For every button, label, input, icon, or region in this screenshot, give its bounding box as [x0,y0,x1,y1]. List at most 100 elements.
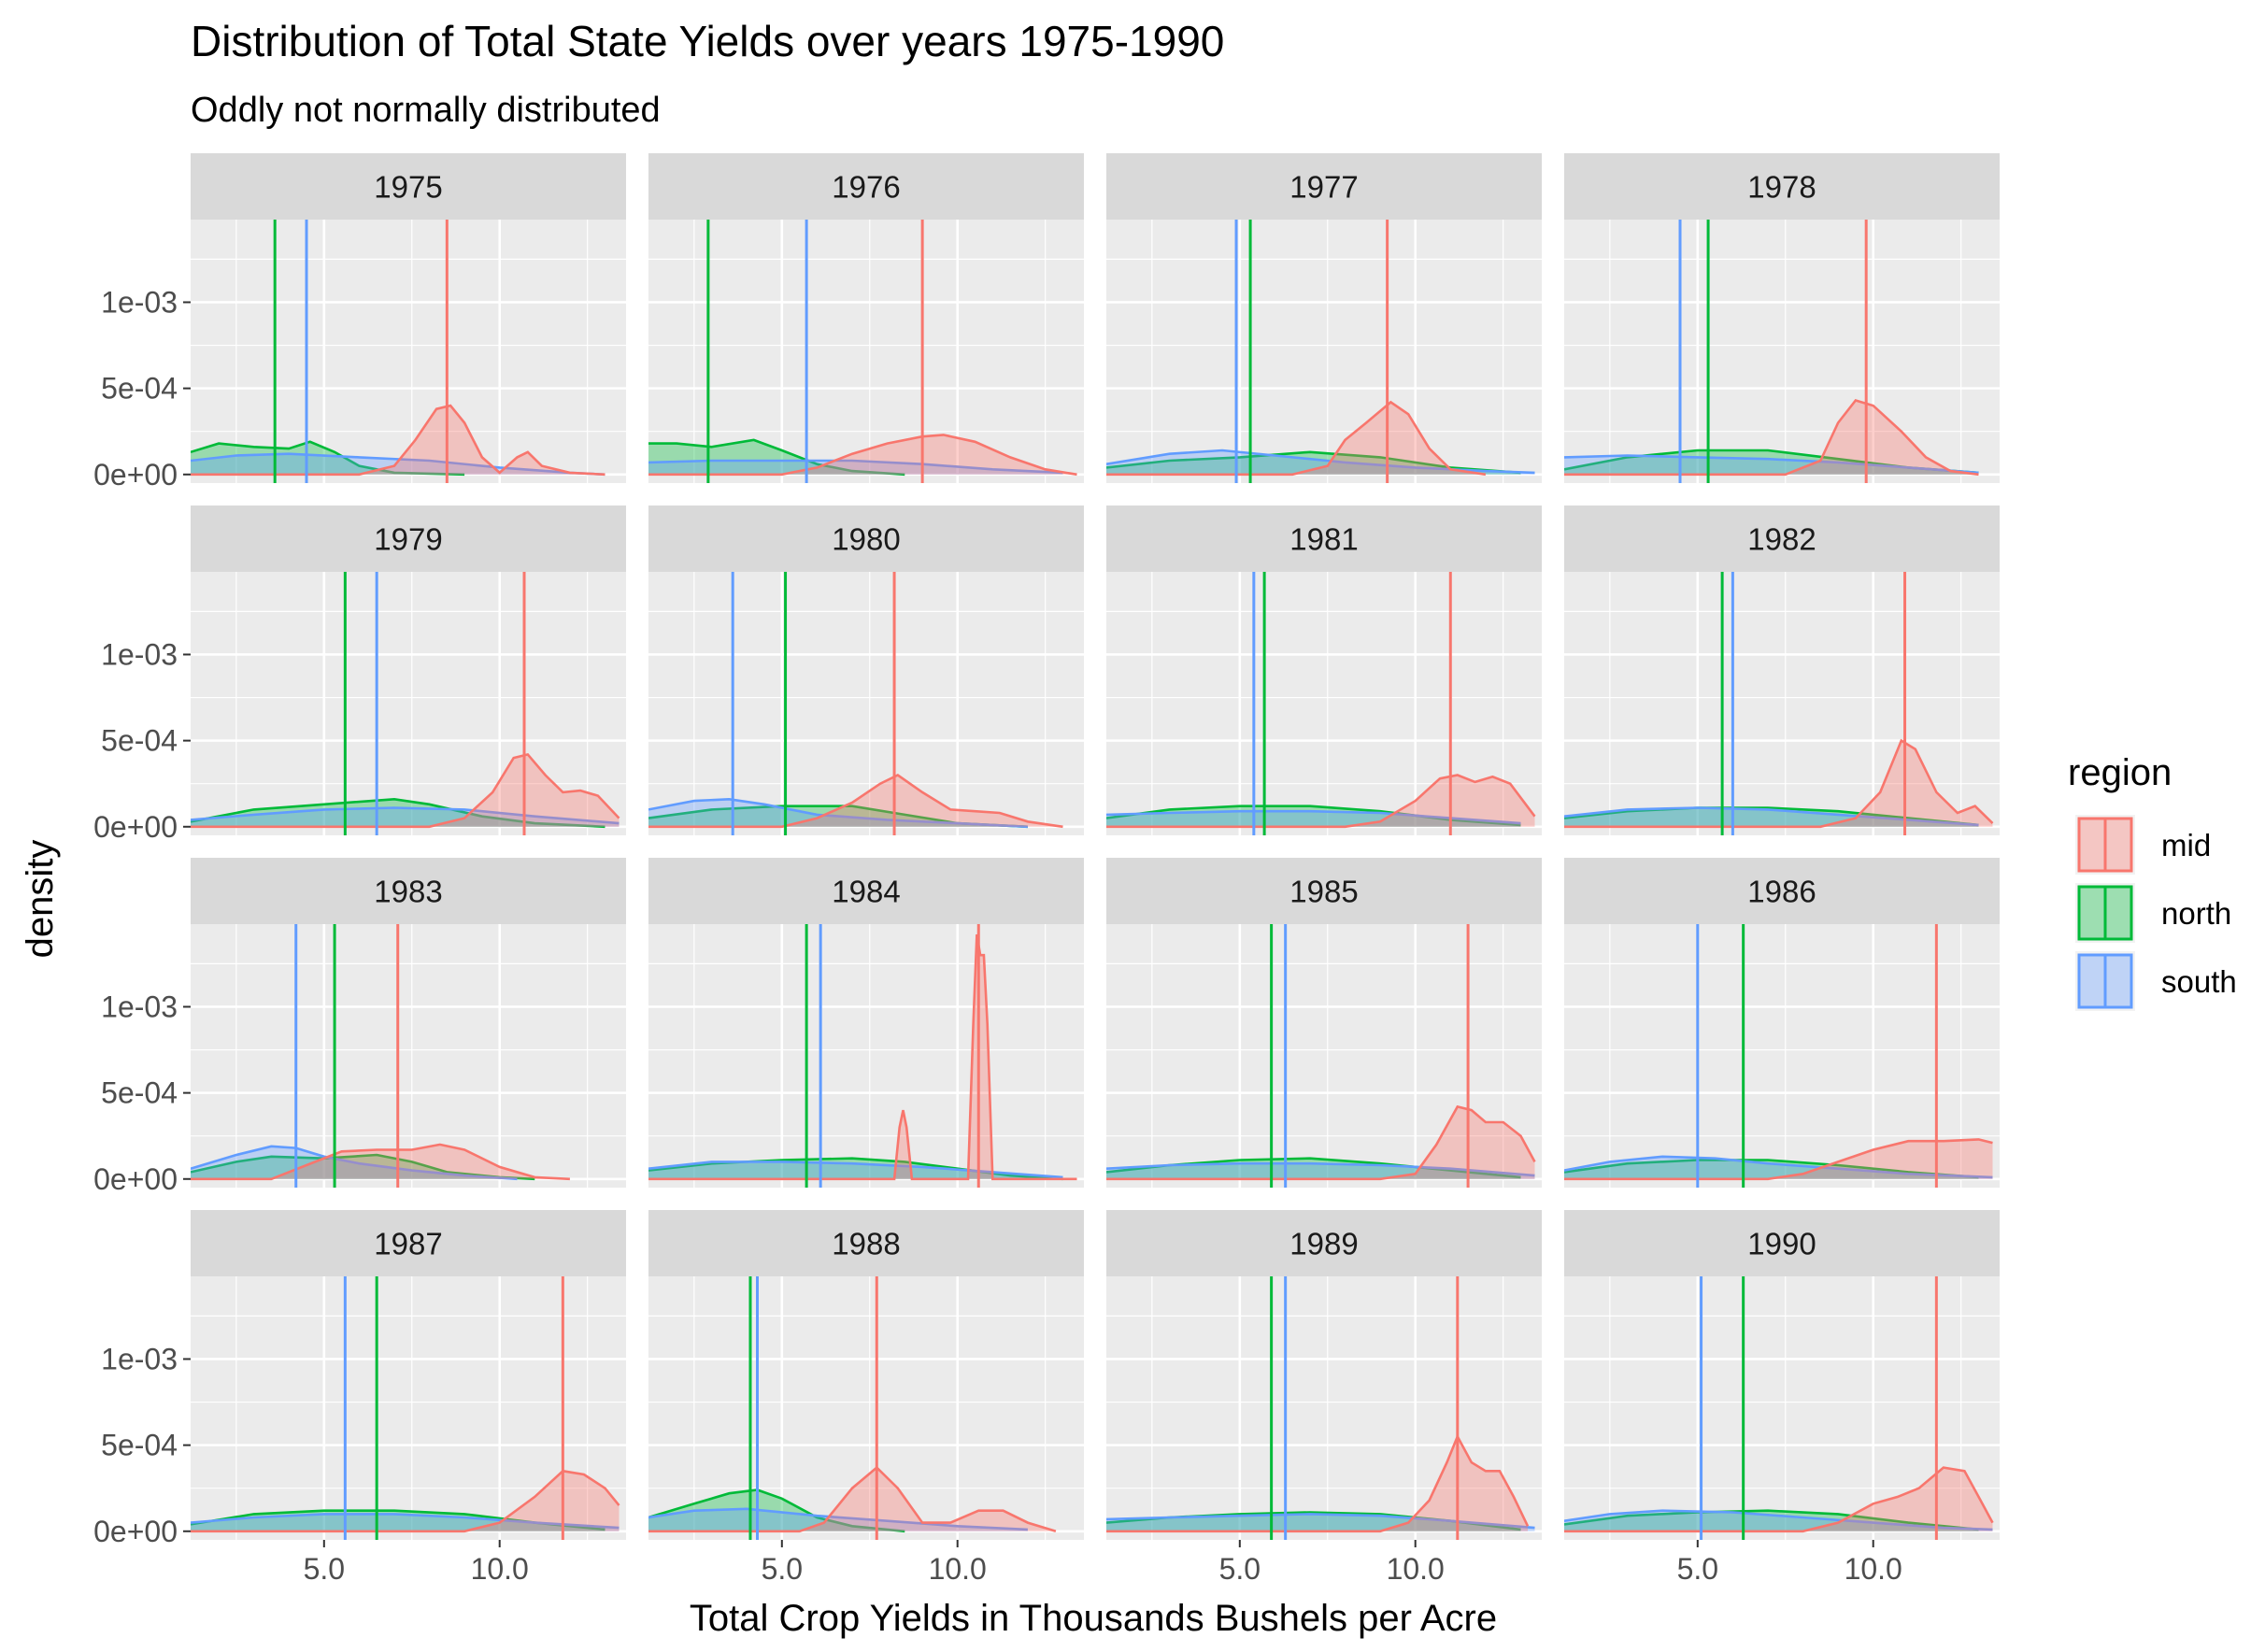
legend-label-mid: mid [2161,828,2211,862]
density-layer [1106,572,1536,835]
density-layer [1564,1276,1994,1540]
y-tick-label: 1e-03 [101,990,178,1023]
density-line-north [191,440,465,477]
panel-background [648,572,1084,835]
density-area-south [1564,455,1979,475]
density-area-mid [191,1144,570,1179]
density-area-mid [1564,1467,1993,1531]
facet-panels: 1975 0e+00 5e-04 1e-03 1976 1977 1978 1979 0e+00… [93,153,2000,1586]
density-area-south [191,453,605,475]
facet-strip [191,153,626,220]
density-line-north [1106,450,1521,475]
facet-strip [191,858,626,924]
facet-strip-label: 1984 [832,875,900,909]
x-tick-label: 10.0 [929,1552,987,1586]
density-area-south [1106,811,1521,827]
facet-strip [1106,506,1542,572]
y-tick-label: 0e+00 [93,1162,178,1196]
facet-strip-label: 1985 [1289,875,1358,909]
density-line-mid [191,752,620,829]
facet-panel-1979: 1979 0e+00 5e-04 1e-03 [93,506,626,844]
x-tick-label: 5.0 [304,1552,345,1586]
density-area-north [1564,807,1979,827]
facet-panel-1985: 1985 [1106,858,1542,1188]
density-area-mid [1106,1436,1528,1531]
density-line-south [1106,1161,1535,1177]
facet-strip-label: 1976 [832,170,900,205]
y-tick-label: 1e-03 [101,637,178,671]
density-line-mid [1106,400,1487,477]
facet-strip [648,506,1084,572]
density-line-mid [648,773,1063,829]
panel-background [1106,1276,1542,1540]
facet-strip-label: 1978 [1747,170,1816,205]
facet-strip-label: 1982 [1747,522,1816,557]
density-layer [1564,924,1993,1188]
density-area-mid [648,1467,1056,1531]
y-tick-label: 1e-03 [101,285,178,319]
density-area-mid [1106,1106,1535,1179]
facet-panel-1987: 1987 0e+00 5e-04 1e-03 5.0 10.0 [93,1210,626,1586]
facet-strip [1564,858,2000,924]
density-area-mid [1564,400,1979,475]
panel-background [1564,1276,2000,1540]
x-tick-label: 10.0 [1845,1552,1902,1586]
density-line-mid [191,1469,620,1533]
density-layer [1564,220,1979,483]
density-line-south [648,1507,1028,1531]
facet-strip [191,506,626,572]
x-tick-label: 5.0 [1219,1552,1261,1586]
density-area-mid [191,754,620,827]
density-area-mid [648,434,1077,475]
density-layer [191,220,605,483]
density-line-mid [1564,738,1994,829]
facet-panel-1983: 1983 0e+00 5e-04 1e-03 [93,858,626,1196]
density-area-south [648,461,1063,475]
density-line-south [1564,454,1979,475]
density-layer [648,924,1077,1188]
density-area-mid [1106,402,1486,475]
y-tick-label: 0e+00 [93,810,178,844]
facet-panel-1980: 1980 [648,506,1084,835]
density-area-south [648,1161,1063,1179]
density-area-south [191,1514,620,1531]
density-layer [648,572,1063,835]
facet-strip [1106,858,1542,924]
panel-background [191,1276,626,1540]
panel-background [191,572,626,835]
y-tick-label: 0e+00 [93,1515,178,1548]
density-area-north [1564,1160,1979,1179]
density-area-south [1106,1514,1535,1531]
density-area-north [648,439,905,475]
x-tick-label: 10.0 [1387,1552,1445,1586]
density-area-mid [1106,775,1535,827]
density-line-south [191,1145,518,1181]
facet-strip-label: 1975 [374,170,442,205]
facet-panel-1984: 1984 [648,858,1084,1188]
density-area-south [1564,1510,1993,1531]
y-tick-label: 5e-04 [101,1429,178,1462]
density-layer [191,572,620,835]
panel-background [191,924,626,1188]
density-line-south [191,806,620,825]
legend-title: region [2068,752,2172,793]
density-line-south [191,1513,620,1530]
facet-strip-label: 1989 [1289,1227,1358,1261]
density-area-south [1564,1156,1993,1179]
x-tick-label: 10.0 [471,1552,529,1586]
density-line-north [1564,1509,1979,1531]
density-layer [1106,220,1535,483]
x-tick-label: 5.0 [1677,1552,1718,1586]
chart-subtitle: Oddly not normally distributed [191,91,661,130]
panel-background [1106,572,1542,835]
legend: region mid north south [2068,752,2237,1011]
facet-strip [648,858,1084,924]
density-line-south [1564,1155,1993,1179]
density-line-mid [1106,774,1536,829]
facet-panel-1982: 1982 [1564,506,2000,835]
density-line-south [1106,449,1535,475]
facet-panel-1976: 1976 [648,153,1084,483]
density-line-mid [1564,1466,1994,1533]
density-area-south [648,1508,1028,1531]
